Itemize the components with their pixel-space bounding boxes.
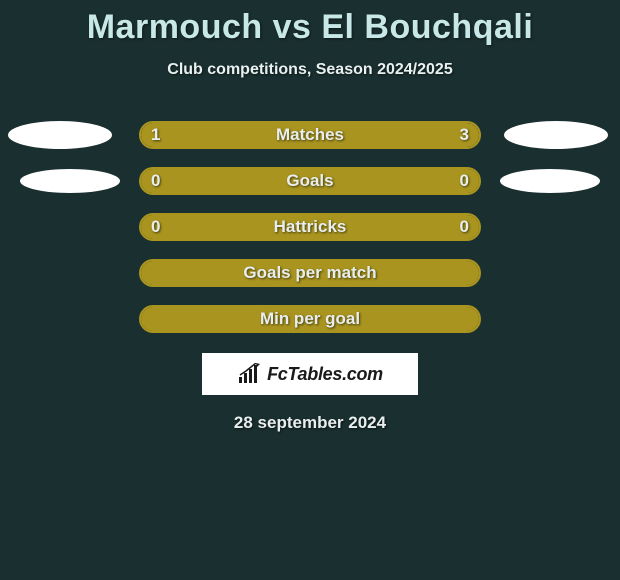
stat-row-hattricks: 0 Hattricks 0 (0, 213, 620, 241)
logo-text: FcTables.com (267, 364, 383, 385)
stat-label: Goals (286, 171, 333, 191)
stat-row-goals: 0 Goals 0 (0, 167, 620, 195)
logo-box: FcTables.com (202, 353, 418, 395)
stat-value-right: 0 (460, 171, 469, 191)
stat-value-right: 3 (460, 125, 469, 145)
avatar-right-matches (504, 121, 608, 149)
stat-row-mpg: Min per goal (0, 305, 620, 333)
stat-rows: 1 Matches 3 0 Goals 0 0 Hattricks 0 (0, 121, 620, 333)
comparison-container: Marmouch vs El Bouchqali Club competitio… (0, 0, 620, 433)
stat-value-left: 1 (151, 125, 160, 145)
date-label: 28 september 2024 (234, 413, 386, 433)
stat-bar-hattricks: 0 Hattricks 0 (139, 213, 481, 241)
stat-label: Goals per match (243, 263, 376, 283)
stat-row-matches: 1 Matches 3 (0, 121, 620, 149)
stat-bar-goals: 0 Goals 0 (139, 167, 481, 195)
stat-value-right: 0 (460, 217, 469, 237)
avatar-right-goals (500, 169, 600, 193)
stat-label: Hattricks (274, 217, 347, 237)
page-title: Marmouch vs El Bouchqali (87, 8, 534, 47)
stat-label: Matches (276, 125, 344, 145)
stat-value-left: 0 (151, 171, 160, 191)
stat-value-left: 0 (151, 217, 160, 237)
chart-icon (237, 363, 263, 385)
avatar-left-goals (20, 169, 120, 193)
stat-bar-matches: 1 Matches 3 (139, 121, 481, 149)
avatar-left-matches (8, 121, 112, 149)
stat-label: Min per goal (260, 309, 360, 329)
stat-row-gpm: Goals per match (0, 259, 620, 287)
stat-bar-gpm: Goals per match (139, 259, 481, 287)
page-subtitle: Club competitions, Season 2024/2025 (167, 61, 452, 79)
bar-fill-right-matches (226, 123, 480, 147)
stat-bar-mpg: Min per goal (139, 305, 481, 333)
